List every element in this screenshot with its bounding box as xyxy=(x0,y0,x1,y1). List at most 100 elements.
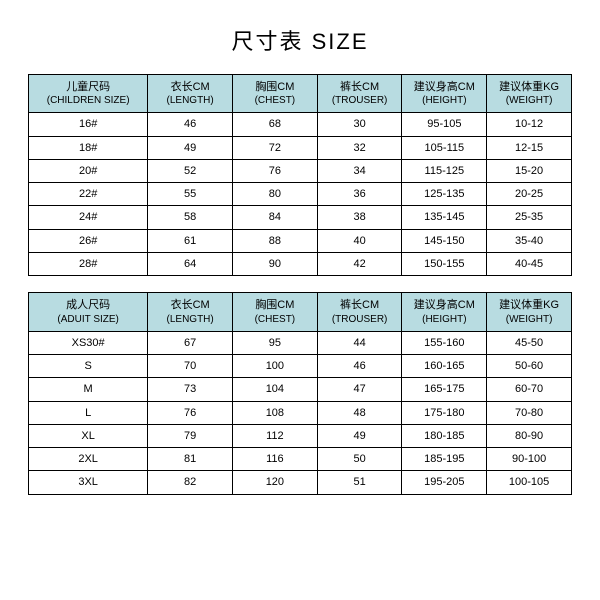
cell-chest: 104 xyxy=(233,378,318,401)
col-weight-en: (WEIGHT) xyxy=(489,313,569,326)
cell-weight: 80-90 xyxy=(487,424,572,447)
col-height-en: (HEIGHT) xyxy=(404,94,484,107)
cell-chest: 80 xyxy=(233,183,318,206)
cell-weight: 90-100 xyxy=(487,448,572,471)
cell-trouser: 51 xyxy=(317,471,402,494)
adult-header-row: 成人尺码 (ADUIT SIZE) 衣长CM (LENGTH) 胸围CM (CH… xyxy=(29,293,572,331)
cell-size: S xyxy=(29,354,148,377)
cell-weight: 50-60 xyxy=(487,354,572,377)
table-row: 24#588438135-14525-35 xyxy=(29,206,572,229)
cell-size: 2XL xyxy=(29,448,148,471)
cell-chest: 95 xyxy=(233,331,318,354)
col-size-cn: 成人尺码 xyxy=(66,299,110,311)
cell-height: 125-135 xyxy=(402,183,487,206)
col-weight: 建议体重KG (WEIGHT) xyxy=(487,75,572,113)
cell-length: 76 xyxy=(148,401,233,424)
cell-weight: 12-15 xyxy=(487,136,572,159)
cell-length: 61 xyxy=(148,229,233,252)
cell-chest: 108 xyxy=(233,401,318,424)
cell-chest: 112 xyxy=(233,424,318,447)
cell-chest: 116 xyxy=(233,448,318,471)
cell-size: 18# xyxy=(29,136,148,159)
col-weight-cn: 建议体重KG xyxy=(499,81,559,93)
cell-length: 55 xyxy=(148,183,233,206)
cell-size: XS30# xyxy=(29,331,148,354)
cell-trouser: 32 xyxy=(317,136,402,159)
cell-trouser: 38 xyxy=(317,206,402,229)
cell-size: 20# xyxy=(29,159,148,182)
table-row: 16#46683095-10510-12 xyxy=(29,113,572,136)
cell-length: 52 xyxy=(148,159,233,182)
cell-length: 58 xyxy=(148,206,233,229)
cell-length: 79 xyxy=(148,424,233,447)
col-size: 儿童尺码 (CHILDREN SIZE) xyxy=(29,75,148,113)
col-weight-en: (WEIGHT) xyxy=(489,94,569,107)
col-length-cn: 衣长CM xyxy=(171,81,210,93)
col-chest: 胸围CM (CHEST) xyxy=(233,293,318,331)
col-height: 建议身高CM (HEIGHT) xyxy=(402,75,487,113)
table-row: 18#497232105-11512-15 xyxy=(29,136,572,159)
cell-weight: 100-105 xyxy=(487,471,572,494)
children-size-table: 儿童尺码 (CHILDREN SIZE) 衣长CM (LENGTH) 胸围CM … xyxy=(28,74,572,276)
cell-size: XL xyxy=(29,424,148,447)
cell-length: 73 xyxy=(148,378,233,401)
cell-chest: 88 xyxy=(233,229,318,252)
table-row: L7610848175-18070-80 xyxy=(29,401,572,424)
cell-height: 115-125 xyxy=(402,159,487,182)
cell-height: 195-205 xyxy=(402,471,487,494)
cell-chest: 72 xyxy=(233,136,318,159)
children-header-row: 儿童尺码 (CHILDREN SIZE) 衣长CM (LENGTH) 胸围CM … xyxy=(29,75,572,113)
col-length-cn: 衣长CM xyxy=(171,299,210,311)
col-height-cn: 建议身高CM xyxy=(414,299,475,311)
cell-length: 46 xyxy=(148,113,233,136)
col-trouser: 裤长CM (TROUSER) xyxy=(317,75,402,113)
cell-height: 155-160 xyxy=(402,331,487,354)
cell-trouser: 36 xyxy=(317,183,402,206)
cell-height: 135-145 xyxy=(402,206,487,229)
cell-chest: 120 xyxy=(233,471,318,494)
table-row: 28#649042150-15540-45 xyxy=(29,253,572,276)
cell-length: 82 xyxy=(148,471,233,494)
table-row: S7010046160-16550-60 xyxy=(29,354,572,377)
col-weight: 建议体重KG (WEIGHT) xyxy=(487,293,572,331)
table-row: M7310447165-17560-70 xyxy=(29,378,572,401)
col-length-en: (LENGTH) xyxy=(150,94,230,107)
col-chest-cn: 胸围CM xyxy=(255,299,294,311)
cell-chest: 68 xyxy=(233,113,318,136)
cell-size: M xyxy=(29,378,148,401)
cell-height: 165-175 xyxy=(402,378,487,401)
col-chest-en: (CHEST) xyxy=(235,94,315,107)
cell-trouser: 34 xyxy=(317,159,402,182)
cell-trouser: 50 xyxy=(317,448,402,471)
cell-size: 16# xyxy=(29,113,148,136)
cell-trouser: 40 xyxy=(317,229,402,252)
page-title: 尺寸表 SIZE xyxy=(28,24,572,56)
cell-size: 26# xyxy=(29,229,148,252)
cell-trouser: 44 xyxy=(317,331,402,354)
col-length: 衣长CM (LENGTH) xyxy=(148,293,233,331)
cell-weight: 20-25 xyxy=(487,183,572,206)
cell-trouser: 47 xyxy=(317,378,402,401)
cell-weight: 45-50 xyxy=(487,331,572,354)
cell-chest: 84 xyxy=(233,206,318,229)
cell-height: 185-195 xyxy=(402,448,487,471)
table-row: 26#618840145-15035-40 xyxy=(29,229,572,252)
cell-size: 22# xyxy=(29,183,148,206)
cell-height: 95-105 xyxy=(402,113,487,136)
cell-size: 24# xyxy=(29,206,148,229)
col-height-cn: 建议身高CM xyxy=(414,81,475,93)
col-chest-cn: 胸围CM xyxy=(255,81,294,93)
cell-trouser: 46 xyxy=(317,354,402,377)
cell-length: 81 xyxy=(148,448,233,471)
cell-weight: 60-70 xyxy=(487,378,572,401)
adult-size-table: 成人尺码 (ADUIT SIZE) 衣长CM (LENGTH) 胸围CM (CH… xyxy=(28,292,572,494)
table-row: 2XL8111650185-19590-100 xyxy=(29,448,572,471)
col-trouser-en: (TROUSER) xyxy=(320,313,400,326)
table-row: 3XL8212051195-205100-105 xyxy=(29,471,572,494)
cell-weight: 25-35 xyxy=(487,206,572,229)
cell-length: 64 xyxy=(148,253,233,276)
table-row: XS30#679544155-16045-50 xyxy=(29,331,572,354)
cell-weight: 35-40 xyxy=(487,229,572,252)
col-size-cn: 儿童尺码 xyxy=(66,81,110,93)
col-size-en: (ADUIT SIZE) xyxy=(31,313,145,326)
